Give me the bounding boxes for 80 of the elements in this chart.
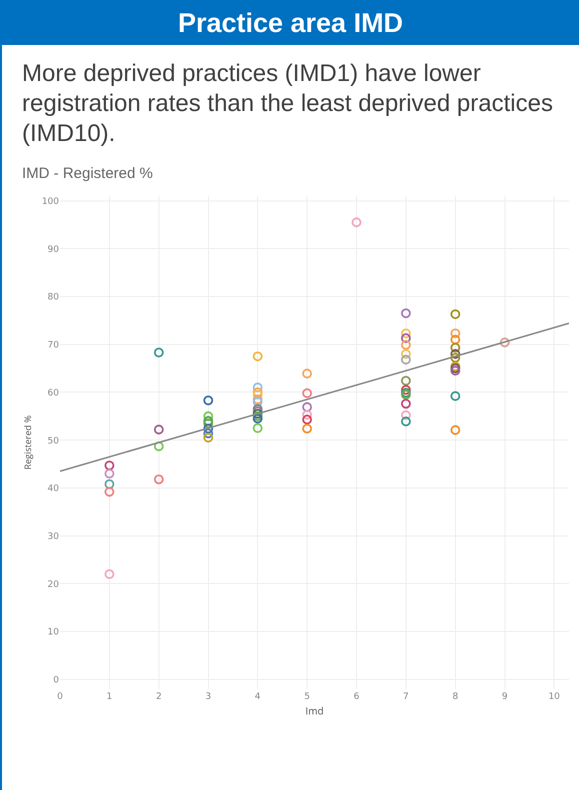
- point: [252, 414, 263, 424]
- point: [302, 402, 312, 412]
- point: [252, 387, 263, 398]
- y-tick-label: 40: [48, 484, 60, 494]
- chart-subtitle: More deprived practices (IMD1) have lower registration rates than the least deprived practices (IMD10).: [21, 59, 554, 149]
- x-tick-label: 2: [156, 692, 162, 702]
- point: [401, 376, 411, 386]
- point: [401, 398, 411, 409]
- point: [203, 424, 214, 434]
- point: [154, 441, 164, 452]
- point: [352, 217, 362, 228]
- point: [104, 460, 114, 470]
- point: [203, 416, 214, 426]
- point: [154, 424, 164, 434]
- point: [302, 424, 312, 434]
- point: [450, 328, 460, 338]
- chart-title: Practice area IMD: [2, 0, 579, 45]
- point: [154, 474, 164, 484]
- y-axis-title: Registered %: [21, 415, 34, 470]
- y-tick-label: 90: [48, 244, 60, 255]
- point: [401, 384, 411, 395]
- point: [500, 338, 510, 348]
- point: [450, 334, 460, 344]
- point: [450, 391, 460, 401]
- x-tick-label: 1: [106, 692, 112, 702]
- point: [450, 425, 460, 435]
- x-tick-label: 3: [205, 692, 212, 702]
- point: [450, 349, 460, 359]
- point: [252, 396, 263, 407]
- x-tick-label: 10: [548, 692, 560, 702]
- y-tick-label: 100: [42, 196, 60, 207]
- point: [450, 342, 460, 353]
- point: [203, 432, 214, 443]
- x-tick-label: 5: [304, 692, 310, 702]
- point: [401, 308, 411, 318]
- y-tick-label: 80: [48, 292, 60, 303]
- point: [401, 416, 411, 426]
- point: [302, 388, 312, 398]
- point: [401, 333, 411, 344]
- point: [302, 368, 312, 378]
- x-axis-title: Imd: [305, 704, 324, 718]
- point: [252, 423, 263, 434]
- point: [203, 418, 214, 428]
- x-tick-label: 9: [502, 692, 508, 702]
- point: [401, 340, 411, 350]
- y-tick-label: 50: [48, 436, 60, 446]
- point: [401, 410, 411, 420]
- point: [104, 486, 114, 497]
- x-tick-label: 8: [452, 692, 458, 702]
- point: [104, 569, 114, 580]
- point: [104, 468, 114, 479]
- x-tick-label: 4: [254, 692, 261, 702]
- y-tick-label: 0: [53, 676, 60, 686]
- point: [203, 428, 214, 438]
- point: [252, 408, 263, 419]
- point: [252, 394, 263, 404]
- point: [450, 366, 460, 376]
- point: [252, 351, 263, 362]
- point: [252, 382, 263, 392]
- x-tick-label: 7: [403, 692, 409, 702]
- point: [401, 328, 411, 338]
- point: [203, 411, 214, 422]
- point: [401, 349, 411, 359]
- point: [401, 354, 411, 365]
- point: [450, 309, 460, 320]
- point: [302, 414, 312, 424]
- point: [252, 411, 263, 422]
- point: [252, 390, 263, 400]
- point: [450, 352, 460, 363]
- x-tick-label: 6: [354, 692, 360, 702]
- point: [104, 479, 114, 490]
- text: IMD - Registered %: [21, 164, 154, 182]
- point: [203, 395, 214, 406]
- point: [154, 348, 164, 358]
- y-tick-label: 30: [48, 532, 60, 542]
- point: [302, 410, 312, 420]
- y-tick-label: 20: [48, 580, 60, 590]
- y-tick-label: 10: [48, 628, 60, 638]
- y-tick-label: 60: [48, 388, 60, 398]
- y-tick-label: 70: [48, 340, 60, 351]
